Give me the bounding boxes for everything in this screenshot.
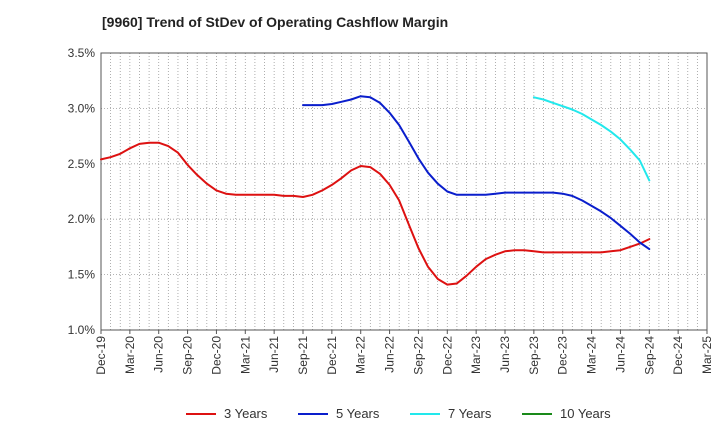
x-tick-label: Sep-21 [296,336,310,375]
plot-border [100,52,708,331]
plot-area [101,53,707,330]
y-tick-label: 1.5% [68,268,96,282]
x-tick-label: Mar-24 [585,336,599,374]
y-tick-label: 3.5% [68,46,96,60]
x-tick-label: Dec-21 [325,336,339,375]
x-tick-label: Mar-20 [123,336,137,374]
x-tick-label: Sep-24 [642,336,656,375]
series-line-7-years [532,96,651,182]
x-tick-label: Mar-25 [700,336,714,374]
y-tick-label: 2.0% [68,212,96,226]
x-tick-label: Jun-24 [613,336,627,373]
x-tick-label: Jun-20 [152,336,166,373]
legend-label-3-years: 3 Years [224,406,268,421]
x-tick-label: Dec-24 [671,336,685,375]
y-tick-label: 3.0% [68,101,96,115]
y-tick-label: 1.0% [68,323,96,337]
x-tick-label: Jun-23 [498,336,512,373]
series-line-5-years [302,95,651,251]
x-tick-label: Mar-22 [354,336,368,374]
x-tick-label: Sep-20 [181,336,195,375]
series-line-3-years [100,141,651,286]
legend-label-5-years: 5 Years [336,406,380,421]
x-tick-label: Jun-22 [383,336,397,373]
x-tick-label: Sep-22 [411,336,425,375]
chart-title: [9960] Trend of StDev of Operating Cashf… [102,14,449,30]
x-tick-label: Dec-19 [94,336,108,375]
x-tick-label: Sep-23 [527,336,541,375]
legend-label-7-years: 7 Years [448,406,492,421]
x-tick-label: Dec-20 [209,336,223,375]
x-tick-label: Jun-21 [267,336,281,373]
x-tick-label: Mar-23 [469,336,483,374]
y-tick-label: 2.5% [68,157,96,171]
x-tick-label: Mar-21 [238,336,252,374]
legend-label-10-years: 10 Years [560,406,611,421]
x-tick-label: Dec-23 [556,336,570,375]
x-tick-label: Dec-22 [440,336,454,375]
